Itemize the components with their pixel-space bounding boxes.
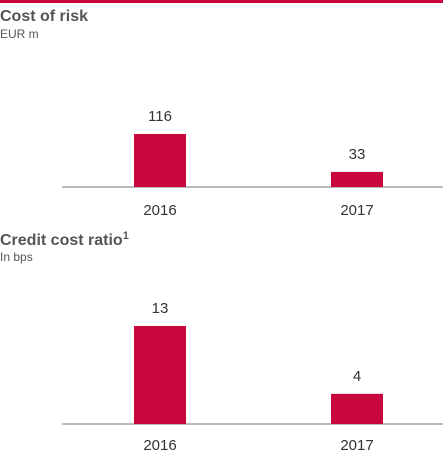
value-label: 33	[349, 146, 366, 163]
chart-title: Credit cost ratio1	[0, 230, 129, 249]
x-tick-label: 2016	[143, 202, 176, 219]
bar	[331, 171, 383, 187]
top-rule	[0, 0, 443, 3]
value-label: 116	[148, 108, 172, 125]
value-label: 4	[353, 368, 361, 385]
chart-title: Cost of risk	[0, 8, 88, 25]
bar	[134, 134, 186, 187]
value-label: 13	[152, 300, 169, 317]
title-text: Credit cost ratio	[0, 232, 123, 249]
x-tick-label: 2017	[340, 202, 373, 219]
bar	[134, 326, 186, 424]
chart-subtitle: In bps	[0, 250, 33, 264]
title-superscript: 1	[123, 230, 129, 242]
x-tick-label: 2017	[340, 437, 373, 454]
bar	[331, 393, 383, 424]
chart-subtitle: EUR m	[0, 27, 39, 41]
x-tick-label: 2016	[143, 437, 176, 454]
